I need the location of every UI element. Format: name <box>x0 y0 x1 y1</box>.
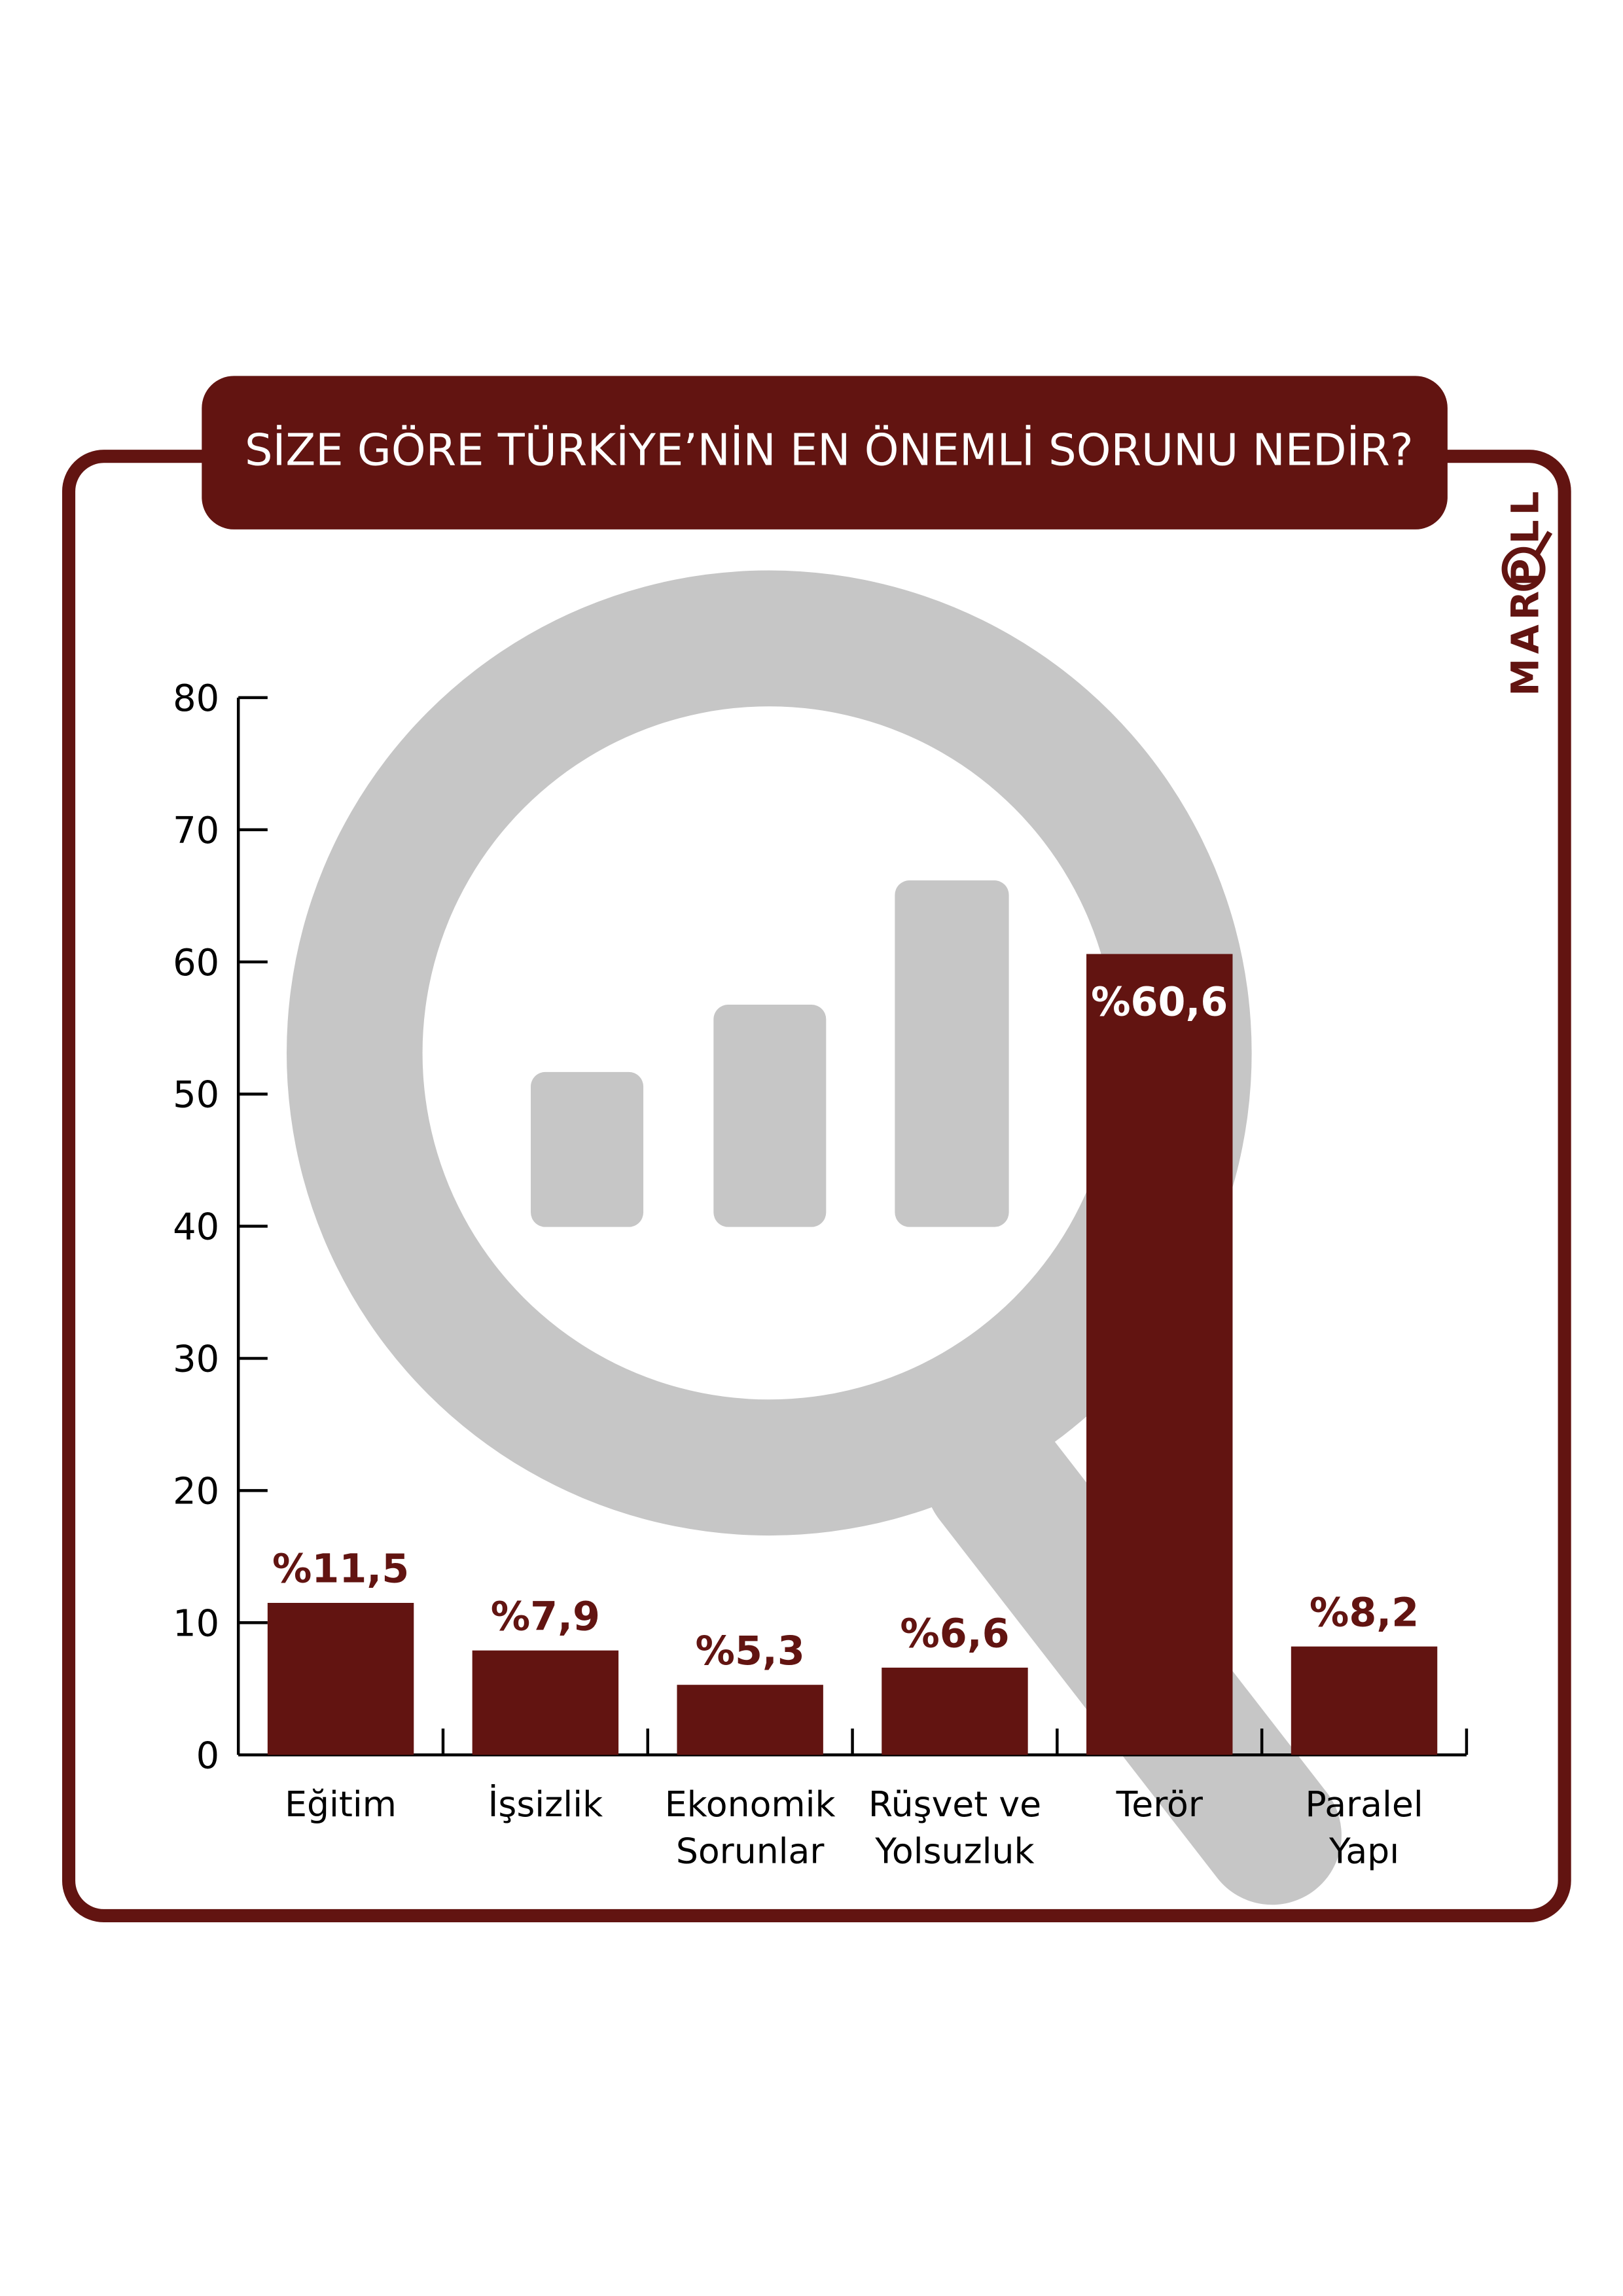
x-tick-label: Terör <box>1116 1784 1204 1825</box>
bar <box>677 1685 823 1755</box>
marpoll-logo: MARP LL <box>1501 487 1553 696</box>
bar <box>882 1667 1028 1755</box>
svg-text:LL: LL <box>1503 487 1547 544</box>
data-label: %60,6 <box>1091 979 1228 1025</box>
x-tick-label: Paralel <box>1305 1784 1423 1825</box>
x-tick-label: Yapı <box>1329 1831 1399 1872</box>
data-label: %6,6 <box>900 1611 1009 1657</box>
y-tick-label: 40 <box>173 1206 219 1249</box>
x-tick-label: Rüşvet ve <box>868 1784 1041 1825</box>
title-box <box>202 376 1448 529</box>
data-label: %5,3 <box>696 1628 805 1674</box>
y-tick-label: 50 <box>173 1074 219 1117</box>
y-tick-label: 70 <box>173 810 219 852</box>
x-tick-label: İşsizlik <box>488 1784 603 1825</box>
y-tick-label: 30 <box>173 1338 219 1381</box>
bar <box>267 1603 414 1755</box>
x-tick-label: Yolsuzluk <box>874 1831 1034 1872</box>
data-label: %8,2 <box>1310 1590 1419 1636</box>
x-tick-label: Sorunlar <box>676 1831 825 1872</box>
x-tick-label: Eğitim <box>285 1784 397 1825</box>
bar <box>472 1650 619 1755</box>
bar <box>1086 954 1233 1755</box>
y-tick-label: 20 <box>173 1470 219 1513</box>
data-label: %7,9 <box>491 1594 600 1640</box>
data-label: %11,5 <box>272 1547 409 1592</box>
y-tick-label: 80 <box>173 677 219 720</box>
bar <box>1291 1646 1438 1755</box>
x-tick-label: Ekonomik <box>665 1784 836 1825</box>
y-tick-label: 60 <box>173 942 219 984</box>
y-tick-label: 0 <box>196 1734 220 1777</box>
y-tick-label: 10 <box>173 1602 219 1645</box>
chart-title: SİZE GÖRE TÜRKİYE’NİN EN ÖNEMLİ SORUNU N… <box>245 425 1414 476</box>
